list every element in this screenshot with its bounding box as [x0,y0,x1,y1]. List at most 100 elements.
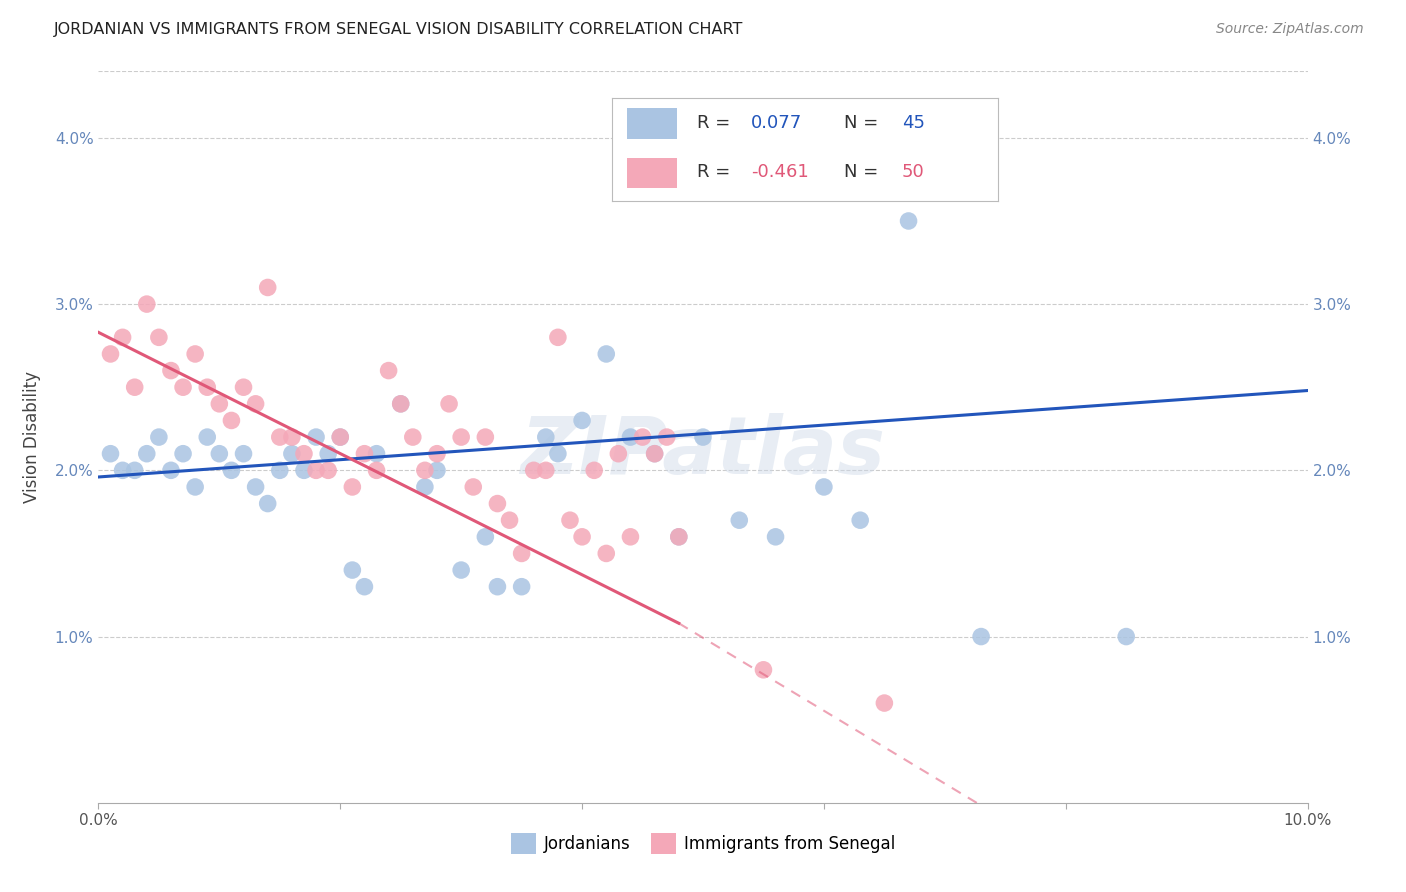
Point [595,546,617,560]
Point [523,463,546,477]
Point [160,463,183,477]
Point [765,530,787,544]
Point [619,530,641,544]
Point [668,530,690,544]
Point [111,330,134,344]
Point [534,430,557,444]
Text: N =: N = [844,163,883,181]
Point [377,363,399,377]
Text: -0.461: -0.461 [751,163,808,181]
Point [558,513,581,527]
Point [474,530,496,544]
Point [184,347,207,361]
Point [221,463,243,477]
Point [160,363,183,377]
Point [413,463,436,477]
Point [100,347,122,361]
Point [583,463,606,477]
Point [450,430,472,444]
Y-axis label: Vision Disability: Vision Disability [22,371,41,503]
Text: R =: R = [697,163,735,181]
Point [232,447,254,461]
Point [510,580,533,594]
Point [366,463,388,477]
Point [124,380,146,394]
Point [292,463,315,477]
Point [547,330,569,344]
Point [269,463,291,477]
Point [172,447,194,461]
Point [221,413,243,427]
Point [316,463,339,477]
Point [595,347,617,361]
Legend: Jordanians, Immigrants from Senegal: Jordanians, Immigrants from Senegal [503,827,903,860]
Point [111,463,134,477]
Point [402,430,425,444]
Point [486,580,509,594]
Point [184,480,207,494]
Point [329,430,352,444]
Point [208,447,231,461]
Point [305,430,328,444]
Point [353,580,375,594]
Point [172,380,194,394]
Point [413,480,436,494]
Text: 50: 50 [901,163,924,181]
Point [463,480,485,494]
Point [752,663,775,677]
Point [631,430,654,444]
Point [474,430,496,444]
Point [644,447,666,461]
Point [292,447,315,461]
Point [256,280,278,294]
Point [245,397,267,411]
Point [571,530,593,544]
Point [124,463,146,477]
Point [329,430,352,444]
Point [232,380,254,394]
Text: Source: ZipAtlas.com: Source: ZipAtlas.com [1216,22,1364,37]
Bar [627,158,678,188]
Text: ZIPatlas: ZIPatlas [520,413,886,491]
Point [208,397,231,411]
Point [245,480,267,494]
Point [366,447,388,461]
Point [571,413,593,427]
Point [970,630,993,644]
Point [316,447,339,461]
Point [607,447,630,461]
Point [389,397,412,411]
Point [426,447,449,461]
Point [195,380,218,394]
Point [135,447,157,461]
Text: 0.077: 0.077 [751,114,801,132]
Point [547,447,569,461]
Point [655,430,678,444]
Point [644,447,666,461]
Point [534,463,557,477]
Point [135,297,157,311]
Point [728,513,751,527]
Point [256,497,278,511]
Point [195,430,218,444]
Point [148,430,170,444]
Point [281,430,304,444]
Point [353,447,375,461]
Text: N =: N = [844,114,883,132]
Point [148,330,170,344]
Text: JORDANIAN VS IMMIGRANTS FROM SENEGAL VISION DISABILITY CORRELATION CHART: JORDANIAN VS IMMIGRANTS FROM SENEGAL VIS… [53,22,742,37]
Point [873,696,896,710]
Point [498,513,520,527]
Point [619,430,641,444]
Text: 45: 45 [901,114,925,132]
Point [426,463,449,477]
Point [305,463,328,477]
Text: R =: R = [697,114,735,132]
Point [1115,630,1137,644]
Bar [627,108,678,139]
Point [437,397,460,411]
Point [281,447,304,461]
Point [450,563,472,577]
Point [342,563,364,577]
Point [897,214,920,228]
